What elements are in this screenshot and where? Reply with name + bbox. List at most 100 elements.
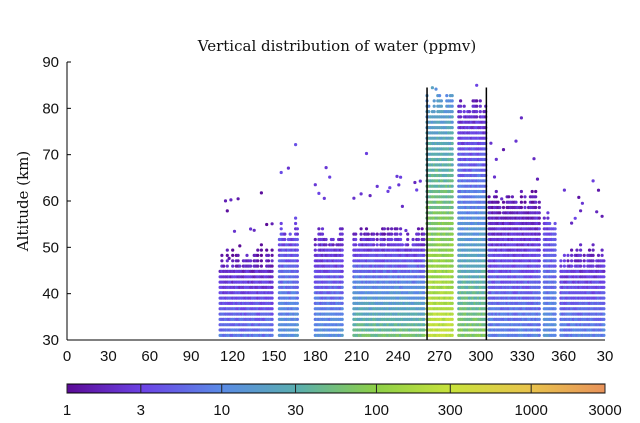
data-point — [270, 291, 274, 295]
data-point — [359, 232, 363, 236]
data-point — [256, 248, 260, 252]
data-point — [397, 183, 401, 187]
data-point — [434, 87, 438, 91]
data-point — [295, 328, 299, 332]
data-point — [432, 99, 436, 103]
x-tick-label: 180 — [303, 348, 328, 365]
data-point — [406, 243, 410, 247]
data-point — [537, 323, 541, 327]
data-point — [232, 229, 237, 233]
data-point — [382, 232, 386, 236]
data-point — [562, 253, 567, 257]
x-tick-label: 60 — [141, 348, 158, 365]
data-point — [340, 291, 344, 295]
data-point — [579, 209, 583, 213]
data-point — [416, 237, 421, 242]
data-point — [450, 296, 454, 300]
data-point — [422, 296, 426, 300]
data-point — [450, 259, 454, 263]
data-point — [295, 307, 299, 311]
data-point — [364, 227, 369, 231]
data-point — [582, 264, 586, 268]
data-point — [317, 191, 321, 195]
data-point — [265, 248, 269, 252]
data-point — [575, 248, 579, 252]
data-point — [295, 275, 299, 279]
x-tick-label: 30 — [597, 348, 614, 365]
data-point — [249, 264, 253, 268]
data-point — [422, 275, 426, 279]
data-point — [322, 196, 326, 200]
data-point — [450, 141, 454, 146]
data-point — [295, 301, 299, 305]
data-point — [501, 148, 506, 152]
data-point — [537, 237, 541, 242]
data-point — [462, 104, 466, 108]
data-point — [510, 195, 514, 199]
data-point — [354, 232, 358, 236]
data-point — [591, 179, 595, 183]
data-point — [450, 216, 454, 220]
data-point — [295, 312, 299, 316]
data-point — [432, 104, 436, 108]
data-point — [570, 248, 574, 252]
data-point — [579, 259, 583, 263]
data-point — [459, 104, 463, 108]
data-point — [340, 333, 344, 337]
data-point — [537, 200, 541, 204]
data-point — [295, 253, 299, 257]
data-point — [386, 227, 390, 231]
data-point — [420, 227, 424, 231]
data-point — [259, 248, 263, 252]
data-point — [579, 248, 583, 252]
data-point — [331, 237, 335, 242]
data-point — [270, 307, 274, 311]
data-point — [475, 83, 479, 87]
data-point — [450, 312, 454, 316]
data-point — [279, 221, 283, 226]
data-point — [295, 232, 299, 236]
x-tick-label: 150 — [261, 348, 286, 365]
data-point — [553, 307, 557, 311]
data-point — [596, 188, 601, 192]
data-point — [450, 232, 454, 236]
data-point — [422, 264, 426, 268]
data-point — [295, 285, 299, 289]
data-point — [270, 328, 274, 332]
data-point — [236, 259, 240, 263]
data-point — [548, 221, 552, 226]
data-point — [602, 259, 606, 263]
colorbar-tick-label: 3000 — [588, 402, 621, 419]
data-point — [450, 195, 454, 199]
data-point — [249, 259, 253, 263]
data-point — [382, 243, 386, 247]
data-point — [259, 191, 263, 195]
data-point — [225, 253, 229, 257]
data-point — [559, 259, 563, 263]
data-point — [270, 285, 274, 289]
data-point — [430, 86, 434, 90]
data-point — [501, 205, 506, 210]
data-point — [256, 264, 260, 268]
data-point — [422, 280, 426, 284]
data-point — [294, 221, 298, 226]
data-point — [450, 211, 454, 215]
data-point — [295, 264, 299, 268]
data-point — [450, 333, 454, 337]
data-point — [340, 275, 344, 279]
data-point — [450, 94, 454, 98]
data-point — [570, 264, 574, 268]
data-point — [331, 243, 335, 247]
data-point — [422, 291, 426, 295]
data-point — [422, 248, 426, 252]
data-point — [450, 157, 454, 162]
data-point — [602, 317, 606, 321]
x-tick-label: 360 — [551, 348, 576, 365]
data-point — [238, 264, 242, 268]
data-point — [422, 317, 426, 321]
data-point — [270, 222, 274, 226]
colorbar-tick-label: 10 — [213, 402, 230, 419]
data-point — [340, 253, 344, 257]
data-point — [288, 232, 292, 236]
data-point — [553, 227, 557, 231]
